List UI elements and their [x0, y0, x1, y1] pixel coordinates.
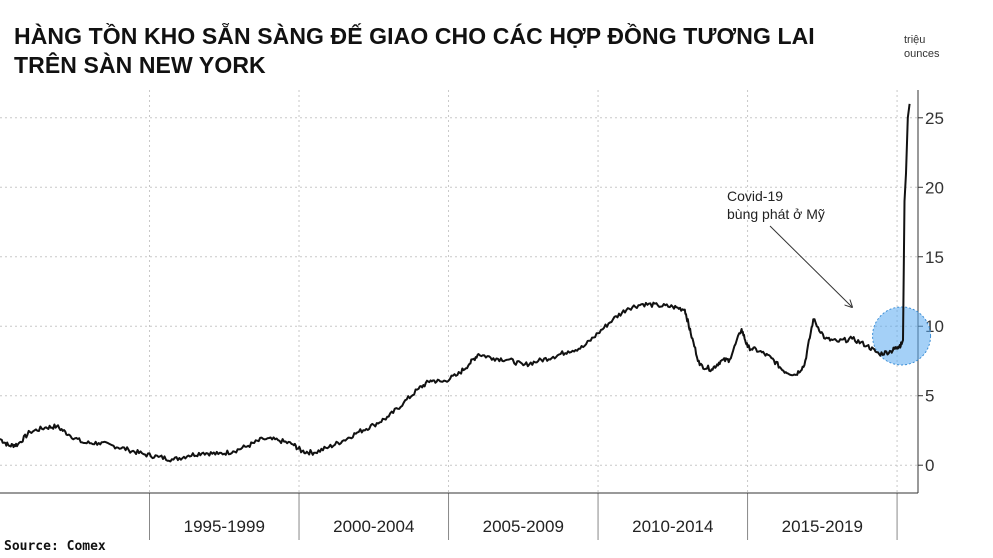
- y-tick-label: 15: [925, 248, 944, 267]
- annotation-line1: Covid-19: [727, 188, 783, 204]
- grid: [0, 117, 918, 466]
- covid-highlight-circle: [872, 306, 932, 366]
- x-tick-label: 2000-2004: [333, 517, 414, 536]
- x-ticks: 1995-1999 2000-2004 2005-2009 2010-2014 2015…: [184, 517, 863, 536]
- chart-title-line2: TRÊN SÀN NEW YORK: [14, 52, 266, 78]
- source-note: Source: Comex: [4, 539, 106, 554]
- x-axis-separators: [149, 90, 898, 540]
- x-tick-label: 2015-2019: [782, 517, 863, 536]
- y-unit-line2: ounces: [904, 48, 940, 60]
- x-tick-label: 2010-2014: [632, 517, 713, 536]
- y-unit-line1: triệu: [904, 34, 926, 46]
- annotation-arrow: [769, 225, 852, 307]
- chart-title-line1: HÀNG TỒN KHO SẴN SÀNG ĐẾ GIAO CHO CÁC HỢ…: [14, 23, 815, 49]
- annotation-line2: bùng phát ở Mỹ: [727, 206, 825, 222]
- x-tick-label: 1995-1999: [184, 517, 265, 536]
- y-tick-label: 0: [925, 456, 934, 475]
- x-tick-label: 2005-2009: [483, 517, 564, 536]
- y-tick-label: 25: [925, 109, 944, 128]
- y-tick-label: 20: [925, 178, 944, 197]
- series-line: [0, 103, 911, 463]
- chart-title: HÀNG TỒN KHO SẴN SÀNG ĐẾ GIAO CHO CÁC HỢ…: [14, 22, 874, 80]
- y-tick-label: 5: [925, 387, 934, 406]
- y-unit-label: triệu ounces: [904, 33, 939, 61]
